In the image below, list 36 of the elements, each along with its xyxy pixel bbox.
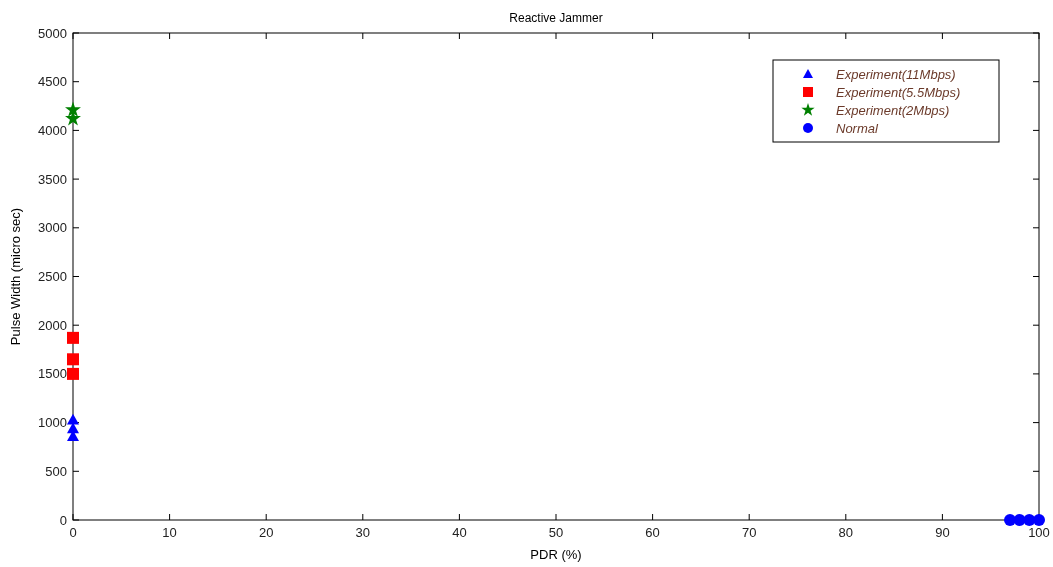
y-tick-label: 500: [45, 463, 67, 479]
point: [65, 101, 81, 117]
x-tick-label: 10: [162, 525, 177, 540]
x-tick-label: 0: [69, 525, 77, 540]
x-tick-label: 90: [935, 525, 950, 540]
point: [67, 367, 79, 380]
point: [67, 353, 79, 366]
point: [67, 331, 79, 344]
x-tick-label: 20: [258, 525, 274, 540]
point: [1013, 514, 1026, 526]
y-axis-title: Pulse Width (micro sec): [8, 207, 23, 346]
y-tick-label: 0: [59, 512, 67, 528]
y-tick-label: 3500: [38, 171, 67, 187]
legend-label: Normal: [836, 121, 880, 136]
point: [1033, 514, 1045, 526]
x-axis-title: PDR (%): [530, 547, 582, 562]
y-tick-label: 5000: [38, 25, 67, 41]
x-tick-label: 100: [1028, 525, 1050, 540]
y-tick-label: 1000: [38, 415, 67, 431]
y-tick-label: 4000: [38, 122, 67, 138]
x-tick-label: 80: [838, 525, 854, 540]
point: [1023, 514, 1036, 526]
y-tick-label: 2000: [38, 317, 67, 333]
x-tick-label: 70: [741, 525, 757, 540]
y-tick-label: 4500: [38, 74, 67, 90]
x-tick-label: 50: [548, 525, 564, 540]
x-tick-label: 30: [355, 525, 371, 540]
chart-title: Reactive Jammer: [509, 11, 603, 25]
y-tick-label: 3000: [38, 220, 67, 236]
legend-label: Experiment(5.5Mbps): [836, 85, 961, 100]
y-tick-label: 1500: [38, 366, 67, 382]
y-tick-label: 2500: [38, 269, 67, 284]
x-tick-label: 40: [452, 525, 467, 540]
legend-label: Experiment(2Mbps): [836, 103, 950, 118]
legend-label: Experiment(11Mbps): [836, 67, 956, 82]
x-tick-label: 60: [645, 525, 660, 540]
